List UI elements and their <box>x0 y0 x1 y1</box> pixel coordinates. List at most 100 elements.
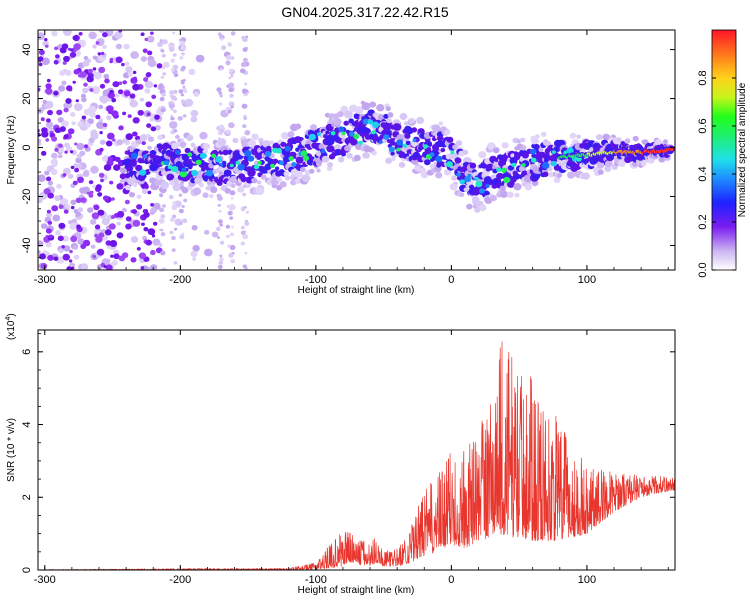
streak-blob <box>180 93 185 97</box>
noise-blob <box>64 101 73 109</box>
halo-blob <box>262 140 271 148</box>
streak-blob <box>240 230 246 235</box>
band-blob <box>390 151 395 156</box>
noise-blob <box>103 195 109 201</box>
noise-blob <box>51 30 58 37</box>
streak-blob <box>179 222 183 226</box>
noise-blob <box>54 195 61 202</box>
band-blob <box>496 172 504 180</box>
streak-blob <box>226 204 230 208</box>
noise-blob <box>70 199 77 205</box>
noise-blob <box>95 236 103 243</box>
snr-multiplier-exp: 4 <box>5 317 12 321</box>
halo-blob <box>451 175 457 181</box>
noise-blob <box>147 228 156 236</box>
halo-blob <box>224 188 231 194</box>
core-blob <box>195 159 202 165</box>
noise-blob <box>72 35 78 41</box>
noise-blob <box>46 212 53 218</box>
core-blob <box>551 150 556 154</box>
band-blob <box>512 170 518 176</box>
halo-blob <box>602 133 611 141</box>
streak-blob <box>160 232 166 237</box>
streak-blob <box>169 230 174 235</box>
core-blob <box>456 172 461 177</box>
band-blob <box>166 173 175 181</box>
noise-blob <box>75 211 81 217</box>
streak-blob <box>174 227 178 231</box>
noise-blob <box>150 264 158 270</box>
halo-blob <box>260 174 267 180</box>
halo-blob <box>287 131 295 138</box>
halo-blob <box>247 139 257 148</box>
noise-blob <box>87 68 93 74</box>
band-blob <box>274 166 280 171</box>
noise-blob <box>142 48 148 54</box>
halo-blob <box>581 172 590 180</box>
noise-blob <box>63 134 69 139</box>
halo-blob <box>604 165 612 172</box>
halo-blob <box>337 156 345 163</box>
halo-blob <box>356 106 363 112</box>
core-blob <box>383 134 390 140</box>
noise-blob <box>46 209 52 214</box>
noise-blob <box>57 235 64 242</box>
noise-blob <box>110 215 116 219</box>
noise-blob <box>61 43 69 50</box>
noise-blob <box>169 121 178 129</box>
streak-blob <box>171 205 178 211</box>
noise-blob <box>204 248 213 257</box>
streak-blob <box>242 234 249 240</box>
noise-blob <box>50 169 58 176</box>
noise-blob <box>146 35 155 43</box>
noise-blob <box>47 220 53 225</box>
halo-blob <box>255 187 265 195</box>
halo-blob <box>444 169 451 176</box>
noise-blob <box>73 69 80 75</box>
noise-blob <box>190 116 198 123</box>
noise-blob <box>147 50 153 56</box>
band-blob <box>398 153 405 159</box>
halo-blob <box>520 145 527 151</box>
noise-blob <box>125 216 132 222</box>
streak-blob <box>172 201 177 206</box>
noise-blob <box>40 263 48 270</box>
noise-blob <box>45 241 52 248</box>
noise-blob <box>141 141 146 146</box>
noise-blob <box>136 204 143 210</box>
snr-multiplier-base: (x10 <box>6 320 17 340</box>
noise-blob <box>140 266 145 270</box>
noise-blob <box>113 253 120 260</box>
streak-blob <box>218 91 222 95</box>
halo-blob <box>540 131 547 137</box>
streak-blob <box>178 89 184 94</box>
noise-blob <box>106 258 111 263</box>
halo-blob <box>500 191 508 198</box>
streak-blob <box>171 235 176 241</box>
noise-blob <box>109 180 114 185</box>
halo-blob <box>506 191 514 198</box>
halo-blob <box>472 196 480 203</box>
noise-blob <box>46 176 52 182</box>
snr-marks <box>38 341 675 570</box>
streak-blob <box>219 102 223 106</box>
streak-blob <box>162 266 166 270</box>
noise-blob <box>109 240 118 247</box>
noise-blob <box>153 221 158 226</box>
noise-blob <box>41 131 49 138</box>
noise-blob <box>66 266 72 270</box>
noise-blob <box>109 60 113 64</box>
noise-blob <box>98 104 104 110</box>
spectrogram-y-label: Frequency (Hz) <box>6 116 17 185</box>
core-blob <box>174 149 181 155</box>
halo-blob <box>251 133 259 141</box>
halo-blob <box>269 140 275 145</box>
noise-blob <box>89 88 94 92</box>
core-blob <box>550 160 557 167</box>
noise-blob <box>73 163 79 168</box>
noise-blob <box>123 43 130 50</box>
streak-blob <box>169 46 175 52</box>
noise-blob <box>72 180 78 186</box>
halo-blob <box>148 136 155 142</box>
